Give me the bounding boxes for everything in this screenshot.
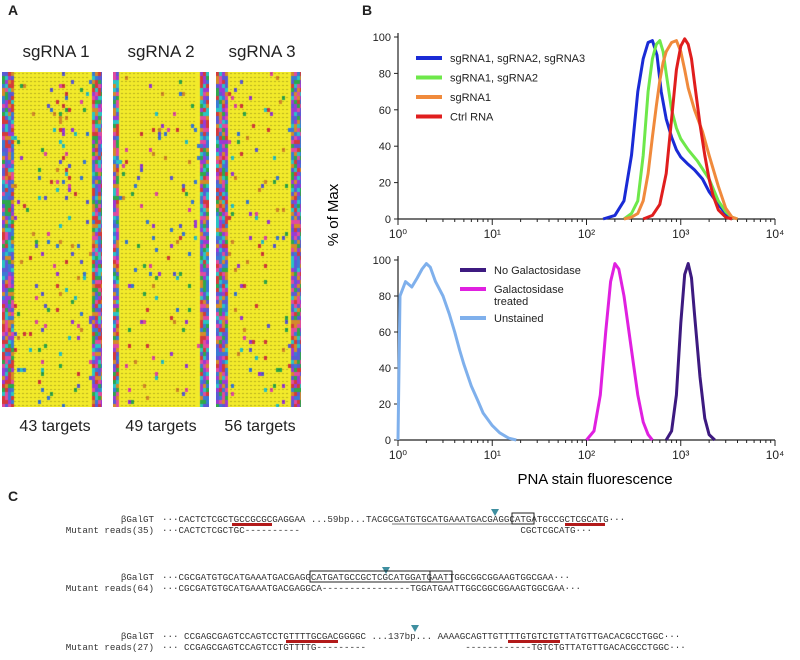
x-tick-label: 10⁰	[389, 227, 407, 241]
series-line	[623, 39, 738, 221]
sgrna1-target-count: 43 targets	[19, 418, 91, 435]
sgrna1-title: sgRNA 1	[22, 42, 90, 61]
block2-ref-seq: ···CGCGATGTGCATGAAATGACGAGGCATGATGCCGCTC…	[162, 572, 570, 583]
x-tick-label: 10²	[578, 448, 595, 462]
pam-underline	[508, 640, 560, 643]
y-tick-label: 20	[379, 178, 391, 190]
x-tick-label: 10¹	[484, 448, 501, 462]
x-tick-label: 10³	[672, 227, 689, 241]
y-tick-label: 40	[379, 141, 391, 153]
y-tick-label: 20	[379, 399, 391, 411]
series-line	[623, 39, 738, 221]
block3-ref-label: βGalGT	[120, 631, 154, 642]
x-tick-label: 10⁰	[389, 448, 407, 462]
y-axis-label: % of Max	[325, 183, 342, 246]
block1-ref-seq: ···CACTCTCGCTGCCGCGCGAGGAA ...59bp...TAC…	[162, 514, 626, 525]
x-tick-label: 10³	[672, 448, 689, 462]
y-tick-label: 0	[385, 435, 391, 447]
histogram-galactosidase: 10⁰ 10¹ 10² 10³ 10⁴ 0 20 40 60 80 100 No Galactosid…	[373, 255, 785, 462]
y-tick-label: 60	[379, 327, 391, 339]
series-line	[664, 262, 716, 442]
sgrna2-target-count: 49 targets	[125, 418, 197, 435]
legend-label: sgRNA1	[450, 92, 491, 104]
y-tick-label: 100	[373, 32, 391, 44]
x-tick-label: 10⁴	[766, 448, 785, 462]
block2-ref-label: βGalGT	[120, 572, 154, 583]
cut-site-arrow-3	[411, 625, 419, 632]
y-tick-label: 60	[379, 105, 391, 117]
legend-label: Galactosidase treated	[494, 284, 564, 308]
block1-ref-label: βGalGT	[120, 514, 154, 525]
block3-mutant-seq: ··· CCGAGCGAGTCCAGTCCTGTTTTG--------- --…	[162, 642, 686, 653]
series-line	[602, 39, 733, 221]
histogram-sgrna: 10⁰ 10¹ 10² 10³ 10⁴ 0 20 40 60 80 100 sgRNA1, sgRNA…	[373, 32, 785, 241]
y-tick-label: 100	[373, 255, 391, 267]
cut-site-arrow-1	[491, 509, 499, 516]
y-tick-label: 0	[385, 214, 391, 226]
pam-underline	[286, 640, 338, 643]
sgrna3-title: sgRNA 3	[228, 42, 296, 61]
legend-label: Unstained	[494, 313, 544, 325]
x-axis-label: PNA stain fluorescence	[517, 471, 672, 488]
legend-label: No Galactosidase	[494, 265, 581, 277]
sgrna3-alignment	[216, 72, 301, 407]
block2-mutant-seq: ···CGCGATGTGCATGAAATGACGAGGCA-----------…	[162, 583, 582, 594]
block3-ref-seq: ··· CCGAGCGAGTCCAGTCCTGTTTTGCGACGGGGC ..…	[162, 631, 681, 642]
sgrna3-target-count: 56 targets	[224, 418, 296, 435]
pam-box	[511, 512, 535, 525]
block3-mutant-label: Mutant reads(27)	[65, 642, 154, 653]
panel-a-label: A	[8, 2, 19, 18]
block2-mutant-label: Mutant reads(64)	[65, 583, 154, 594]
pam-underline	[565, 523, 605, 526]
legend-label: Ctrl RNA	[450, 112, 494, 124]
block1-mutant-seq: ···CACTCTCGCTGC---------- CGCTCGCATG···	[162, 525, 593, 536]
series-line	[642, 37, 733, 221]
x-tick-label: 10⁴	[766, 227, 785, 241]
pam-box	[429, 570, 453, 583]
sgrna1-alignment	[2, 72, 102, 407]
y-tick-label: 80	[379, 291, 391, 303]
pam-underline	[232, 523, 272, 526]
y-tick-label: 80	[379, 68, 391, 80]
x-tick-label: 10²	[578, 227, 595, 241]
y-tick-label: 40	[379, 363, 391, 375]
flow-histograms: % of Max PNA stain fluorescence 10⁰ 10¹ 10…	[325, 32, 785, 488]
panel-b-label: B	[362, 2, 373, 18]
series-line	[585, 262, 654, 441]
panel-c-label: C	[8, 488, 19, 504]
legend-label: sgRNA1, sgRNA2	[450, 73, 538, 85]
series-line	[396, 262, 517, 442]
legend-label: sgRNA1, sgRNA2, sgRNA3	[450, 53, 585, 65]
deletion-box	[309, 570, 431, 583]
sgrna2-alignment	[113, 72, 209, 407]
block1-mutant-label: Mutant reads(35)	[65, 525, 154, 536]
x-tick-label: 10¹	[484, 227, 501, 241]
sgrna2-title: sgRNA 2	[127, 42, 195, 61]
